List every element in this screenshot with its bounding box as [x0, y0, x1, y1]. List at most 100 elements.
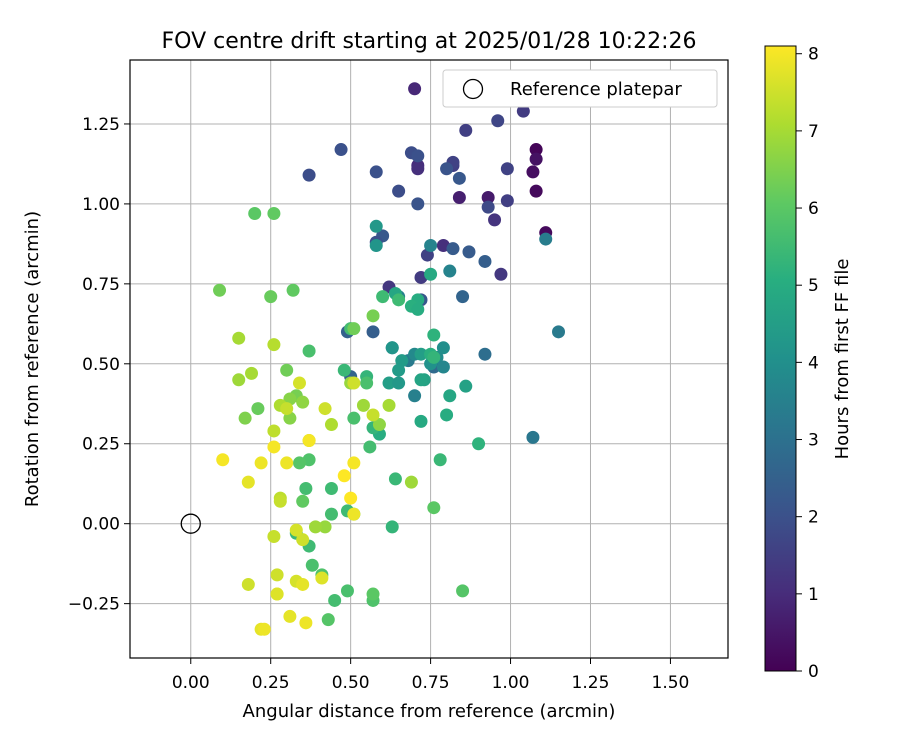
- reference-marker-group: [180, 513, 201, 534]
- data-point: [280, 402, 294, 416]
- data-point: [414, 347, 428, 361]
- data-point: [459, 123, 473, 137]
- data-point: [411, 197, 425, 211]
- y-tick-label: 0.75: [82, 275, 120, 295]
- y-tick-label: 0.00: [82, 515, 120, 535]
- plot-frame: [129, 59, 729, 659]
- data-point: [427, 328, 441, 342]
- data-point: [324, 482, 338, 496]
- data-point: [424, 267, 438, 281]
- data-point: [334, 143, 348, 157]
- data-point: [289, 523, 303, 537]
- data-point: [436, 360, 450, 374]
- data-point: [404, 475, 418, 489]
- x-axis-ticks: 0.00 0.25 0.50 0.75 1.00 1.25 1.50: [172, 658, 690, 693]
- data-point: [257, 622, 271, 636]
- data-point: [296, 395, 310, 409]
- data-point: [347, 456, 361, 470]
- data-point: [283, 609, 297, 623]
- data-point: [296, 494, 310, 508]
- colorbar-tick-label: 5: [808, 276, 819, 296]
- data-point: [500, 194, 514, 208]
- y-tick-label: 1.00: [82, 195, 120, 215]
- data-point: [411, 302, 425, 316]
- data-point: [347, 376, 361, 390]
- data-point: [248, 206, 262, 220]
- data-point: [500, 162, 514, 176]
- colorbar-tick-label: 2: [808, 508, 819, 528]
- data-point: [324, 507, 338, 521]
- colorbar-tick-label: 8: [808, 45, 819, 65]
- reference-platepar-marker: [180, 513, 201, 534]
- data-point: [302, 434, 316, 448]
- colorbar-tick-label: 7: [808, 122, 819, 142]
- data-point: [308, 520, 322, 534]
- data-point: [392, 363, 406, 377]
- data-point: [478, 347, 492, 361]
- data-point: [305, 558, 319, 572]
- data-point: [408, 82, 422, 96]
- data-point: [296, 577, 310, 591]
- data-point: [369, 219, 383, 233]
- data-point: [472, 437, 486, 451]
- data-point: [296, 533, 310, 547]
- x-tick-label: 0.25: [252, 673, 290, 693]
- data-point: [443, 264, 457, 278]
- data-point: [529, 152, 543, 166]
- data-point: [526, 430, 540, 444]
- data-point: [440, 408, 454, 422]
- data-point: [539, 232, 553, 246]
- data-point: [414, 414, 428, 428]
- legend-entry-reference-platepar: Reference platepar: [510, 79, 682, 100]
- data-point: [324, 418, 338, 432]
- data-point: [315, 571, 329, 585]
- data-point: [254, 456, 268, 470]
- data-point: [369, 165, 383, 179]
- data-point: [366, 408, 380, 422]
- data-point: [270, 568, 284, 582]
- y-tick-label: −0.25: [68, 595, 120, 615]
- data-point: [494, 267, 508, 281]
- data-point: [427, 501, 441, 515]
- data-point: [433, 453, 447, 467]
- data-point: [529, 184, 543, 198]
- data-point: [232, 331, 246, 345]
- data-point: [280, 456, 294, 470]
- colorbar-tick-label: 6: [808, 199, 819, 219]
- data-point: [318, 402, 332, 416]
- legend: Reference platepar: [442, 69, 718, 108]
- legend-box: [442, 69, 718, 108]
- data-point: [452, 191, 466, 205]
- y-tick-label: 0.50: [82, 355, 120, 375]
- data-point: [516, 104, 530, 118]
- data-point: [366, 587, 380, 601]
- data-point: [385, 520, 399, 534]
- x-tick-label: 1.50: [652, 673, 690, 693]
- data-point: [427, 350, 441, 364]
- data-point: [216, 453, 230, 467]
- data-point: [446, 242, 460, 256]
- chart-title: FOV centre drift starting at 2025/01/28 …: [162, 29, 697, 54]
- y-axis-label: Rotation from reference (arcmin): [22, 211, 43, 507]
- y-axis-ticks: −0.25 0.00 0.25 0.50 0.75 1.00 1.25: [68, 115, 130, 615]
- data-point: [392, 376, 406, 390]
- data-point: [392, 293, 406, 307]
- data-point: [488, 213, 502, 227]
- data-point: [264, 290, 278, 304]
- data-point: [459, 379, 473, 393]
- data-point: [299, 616, 313, 630]
- data-point: [347, 322, 361, 336]
- data-point: [372, 418, 386, 432]
- data-point: [267, 440, 281, 454]
- data-point: [552, 325, 566, 339]
- x-tick-label: 0.00: [172, 673, 210, 693]
- data-point: [363, 440, 377, 454]
- legend-reference-marker-icon: [462, 78, 484, 100]
- data-point: [456, 290, 470, 304]
- data-point: [462, 245, 476, 259]
- y-tick-label: 0.25: [82, 435, 120, 455]
- data-point: [337, 363, 351, 377]
- data-point: [347, 507, 361, 521]
